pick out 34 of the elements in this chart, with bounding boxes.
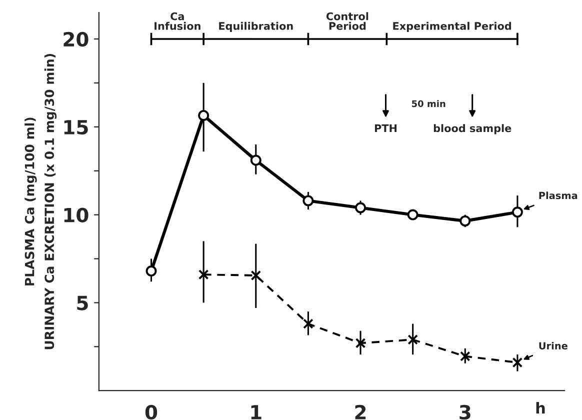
y-tick-label: 10 bbox=[64, 208, 88, 222]
point bbox=[198, 110, 210, 121]
point bbox=[250, 154, 262, 166]
point bbox=[302, 195, 314, 206]
annotation: Ca Infusion bbox=[154, 12, 200, 30]
point bbox=[146, 266, 157, 277]
point bbox=[408, 334, 418, 345]
point bbox=[512, 357, 523, 368]
point bbox=[250, 270, 262, 281]
y-tick-label: 5 bbox=[77, 296, 88, 310]
y-axis-title: PLASMA Ca (mg/100 ml) URINARY Ca EXCRETION (x 0.1 mg/30 min) bbox=[24, 54, 57, 350]
x-tick-label: 1 bbox=[251, 405, 262, 420]
point bbox=[460, 351, 470, 362]
point bbox=[460, 215, 471, 226]
point bbox=[303, 318, 314, 329]
text: Plasma bbox=[539, 192, 578, 200]
y-tick-label: 15 bbox=[64, 120, 88, 135]
x-tick-label: 3 bbox=[460, 404, 470, 420]
point bbox=[355, 338, 366, 348]
annotation: blood sample bbox=[434, 124, 512, 134]
x-tick-label: 2 bbox=[355, 404, 366, 420]
annotation: Experimental Period bbox=[393, 22, 511, 32]
point bbox=[355, 202, 366, 214]
point bbox=[512, 206, 523, 218]
annotation: Equilibration bbox=[219, 22, 293, 32]
annotation: PTH bbox=[374, 124, 397, 132]
point bbox=[407, 209, 418, 220]
y-tick-label: 20 bbox=[64, 32, 88, 47]
annotation: Control Period bbox=[326, 12, 368, 30]
x-axis-title: h bbox=[536, 402, 545, 414]
annotation: 50 min bbox=[412, 100, 446, 108]
point bbox=[198, 269, 209, 280]
text: Urine bbox=[539, 342, 568, 350]
x-tick-label: 0 bbox=[145, 404, 158, 420]
